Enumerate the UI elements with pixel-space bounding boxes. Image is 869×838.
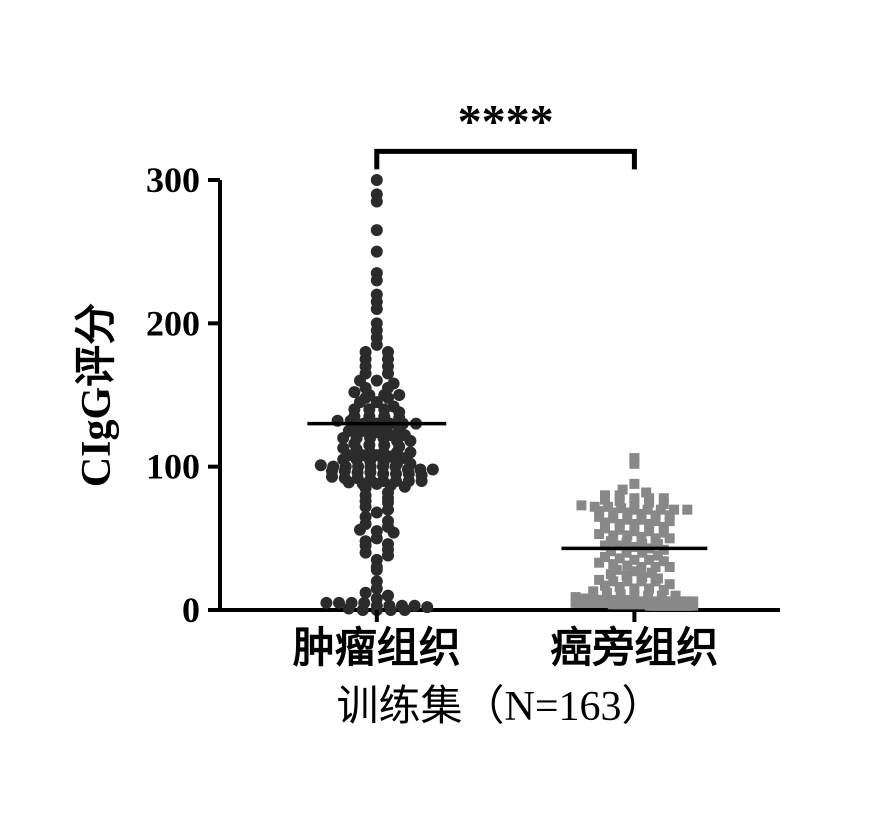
data-point xyxy=(404,435,416,447)
data-point xyxy=(385,604,397,616)
data-point xyxy=(371,339,383,351)
data-point xyxy=(371,375,383,387)
data-point xyxy=(416,475,428,487)
data-point xyxy=(421,601,433,613)
data-point xyxy=(388,527,400,539)
svg-text:100: 100 xyxy=(146,447,200,487)
data-point xyxy=(315,459,327,471)
data-point xyxy=(371,303,383,315)
data-point xyxy=(357,604,369,616)
svg-text:肿瘤组织: 肿瘤组织 xyxy=(293,625,461,672)
data-point xyxy=(629,459,639,469)
data-point xyxy=(399,481,411,493)
data-point xyxy=(371,564,383,576)
data-point xyxy=(354,524,366,536)
scatter-chart: 0 100 200 300 CIgG评分肿瘤组织 癌旁组织训练集（N=163） **** xyxy=(20,20,869,818)
data-point xyxy=(399,604,411,616)
data-point xyxy=(576,500,586,510)
data-point xyxy=(343,476,355,488)
data-point xyxy=(594,558,604,568)
significance-label: **** xyxy=(458,95,554,148)
data-point xyxy=(393,389,405,401)
data-point xyxy=(320,597,332,609)
data-point xyxy=(688,601,698,611)
data-point xyxy=(382,504,394,516)
significance-bracket xyxy=(377,151,635,169)
data-point xyxy=(594,529,604,539)
data-point xyxy=(343,603,355,615)
svg-text:300: 300 xyxy=(146,160,200,200)
svg-text:癌旁组织: 癌旁组织 xyxy=(550,625,718,672)
data-point xyxy=(371,532,383,544)
data-point xyxy=(326,471,338,483)
data-point xyxy=(427,464,439,476)
svg-text:0: 0 xyxy=(182,590,200,630)
data-point xyxy=(371,174,383,186)
svg-text:CIgG评分: CIgG评分 xyxy=(74,303,120,487)
data-point xyxy=(371,246,383,258)
data-point xyxy=(360,547,372,559)
data-point xyxy=(382,550,394,562)
data-point xyxy=(371,196,383,208)
svg-text:200: 200 xyxy=(146,303,200,343)
data-point xyxy=(665,562,675,572)
data-point xyxy=(371,478,383,490)
data-point xyxy=(629,479,639,489)
data-point xyxy=(665,533,675,543)
data-point xyxy=(371,224,383,236)
svg-text:训练集（N=163）: 训练集（N=163） xyxy=(336,683,663,730)
data-point xyxy=(682,505,692,515)
chart-svg: 0 100 200 300 CIgG评分肿瘤组织 癌旁组织训练集（N=163） **** xyxy=(20,20,869,818)
data-point xyxy=(371,274,383,286)
data-point xyxy=(371,507,383,519)
